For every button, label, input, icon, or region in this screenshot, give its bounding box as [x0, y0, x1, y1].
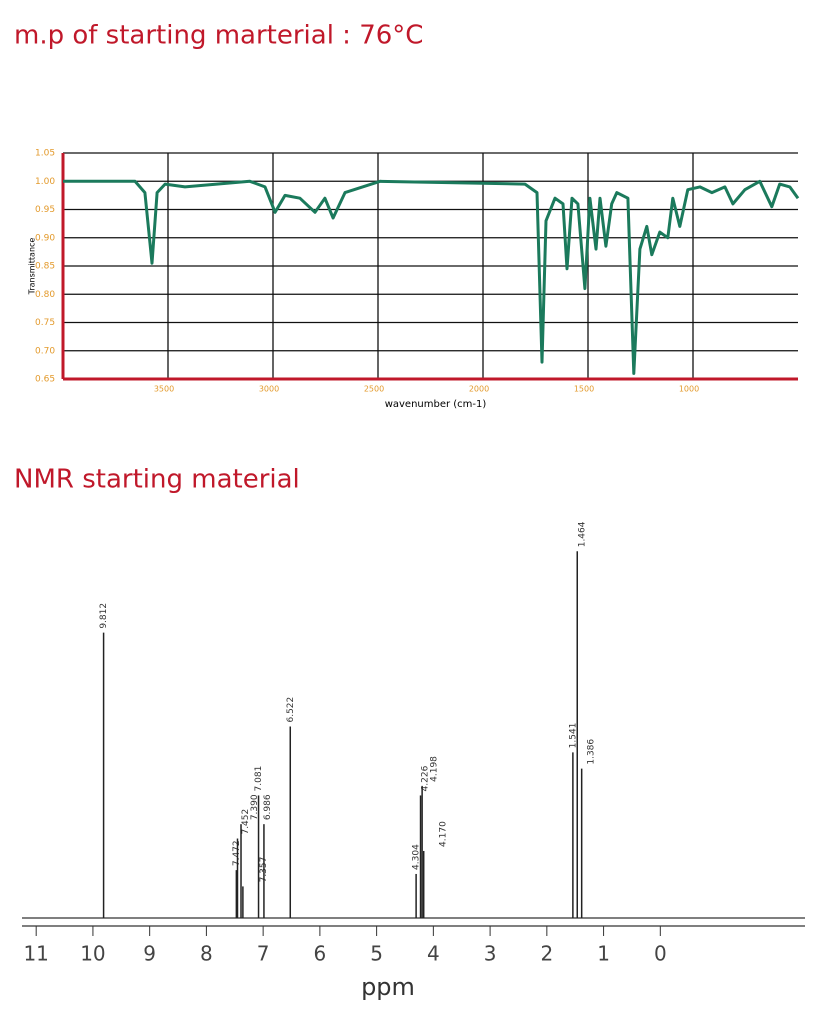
- nmr-title: NMR starting material: [14, 465, 300, 495]
- y-tick-label: 1.05: [35, 149, 55, 159]
- x-tick-label: 1500: [574, 385, 594, 394]
- x-tick-label: 3: [484, 942, 497, 966]
- peak-label: 9.812: [99, 603, 109, 629]
- x-tick-label: 1: [597, 942, 610, 966]
- x-tick-label: 2: [540, 942, 553, 966]
- x-tick-label: 5: [370, 942, 383, 966]
- peak-label: 7.081: [254, 766, 264, 792]
- y-tick-label: 0.90: [35, 233, 55, 243]
- peak-label: 4.198: [430, 756, 440, 782]
- x-tick-label: 2500: [364, 385, 384, 394]
- peak-label: 6.522: [286, 697, 296, 723]
- peak-label: 7.390: [250, 794, 260, 820]
- x-tick-label: 4: [427, 942, 440, 966]
- peak-label: 4.170: [439, 821, 449, 847]
- y-tick-label: 0.80: [35, 290, 55, 300]
- peak-label: 4.226: [421, 765, 431, 791]
- ir-trace: [63, 179, 800, 375]
- x-tick-label: 6: [314, 942, 327, 966]
- x-tick-label: 9: [143, 942, 156, 966]
- y-axis-label: Transmittance: [28, 238, 37, 296]
- y-tick-label: 0.85: [35, 262, 55, 272]
- x-tick-label: 7: [257, 942, 270, 966]
- y-tick-label: 0.65: [35, 375, 55, 385]
- x-tick-label: 3000: [259, 385, 279, 394]
- peak-label: 6.986: [263, 794, 273, 820]
- x-axis-label: ppm: [361, 973, 415, 1001]
- x-tick-label: 10: [80, 942, 105, 966]
- x-tick-label: 3500: [154, 385, 174, 394]
- x-axis-label: wavenumber (cm-1): [385, 399, 487, 410]
- x-tick-label: 2000: [469, 385, 489, 394]
- x-tick-label: 0: [654, 942, 667, 966]
- y-tick-label: 0.95: [35, 205, 55, 215]
- peak-label: 1.541: [568, 723, 578, 749]
- y-tick-label: 0.75: [35, 318, 55, 328]
- peak-label: 1.464: [577, 521, 587, 547]
- x-tick-label: 8: [200, 942, 213, 966]
- x-tick-label: 1000: [679, 385, 699, 394]
- peak-label: 4.304: [412, 844, 422, 870]
- y-tick-label: 1.00: [35, 177, 55, 187]
- x-tick-label: 11: [23, 942, 48, 966]
- ir-title: m.p of starting marterial : 76°C: [14, 21, 423, 51]
- y-tick-label: 0.70: [35, 346, 55, 356]
- peak-label: 1.386: [586, 739, 596, 765]
- peak-label: 7.452: [241, 809, 251, 835]
